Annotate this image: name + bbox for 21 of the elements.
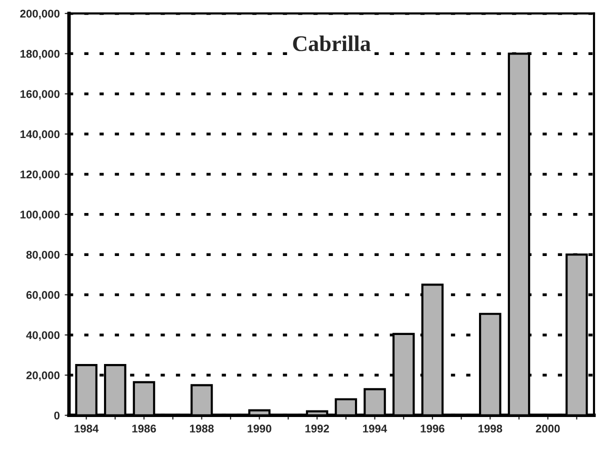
y-tick-label: 20,000: [26, 371, 60, 381]
x-tick-label: 1998: [478, 424, 502, 433]
y-tick-label: 180,000: [20, 50, 60, 60]
y-tick-label: 200,000: [20, 10, 60, 20]
x-tick-label: 1990: [248, 424, 272, 433]
y-tick-label: 40,000: [26, 331, 60, 341]
x-tick-label: 2000: [536, 424, 560, 433]
x-tick-label: 1984: [74, 424, 99, 433]
x-tick-label: 1994: [363, 424, 388, 433]
y-tick-label: 120,000: [20, 170, 60, 180]
y-tick-label: 80,000: [26, 250, 60, 260]
x-tick-label: 1992: [305, 424, 329, 433]
y-tick-label: 100,000: [20, 210, 60, 220]
y-tick-label: 140,000: [20, 130, 60, 140]
y-tick-label: 60,000: [26, 291, 60, 301]
y-tick-label: 160,000: [20, 90, 60, 100]
x-tick-label: 1986: [132, 424, 156, 433]
x-tick-label: 1996: [420, 424, 444, 433]
x-tick-label: 1988: [190, 424, 214, 433]
text: Cabrilla: [293, 36, 371, 52]
y-tick-label: 0: [54, 412, 60, 420]
